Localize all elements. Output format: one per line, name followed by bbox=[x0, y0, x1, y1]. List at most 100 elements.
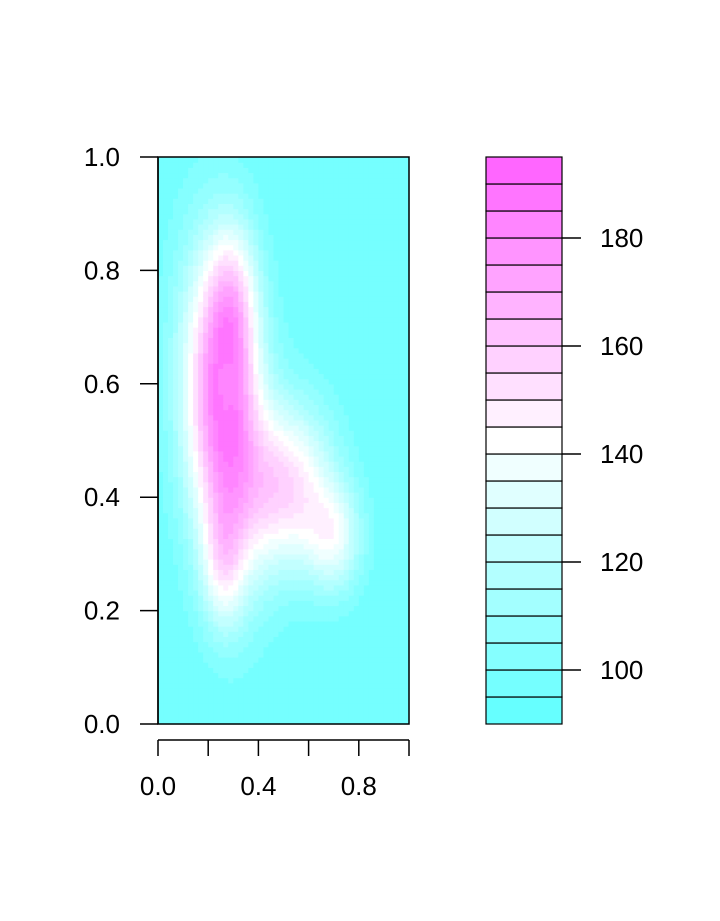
heatmap-cell bbox=[378, 533, 385, 540]
heatmap-cell bbox=[318, 193, 325, 199]
heatmap-cell bbox=[243, 667, 249, 674]
heatmap-cell bbox=[373, 327, 380, 333]
heatmap-cell bbox=[308, 569, 315, 576]
heatmap-cell bbox=[183, 193, 189, 199]
heatmap-cell bbox=[293, 662, 300, 668]
heatmap-cell bbox=[303, 641, 310, 648]
heatmap-cell bbox=[363, 425, 370, 431]
heatmap-cell bbox=[228, 507, 234, 514]
heatmap-cell bbox=[358, 388, 365, 395]
heatmap-cell bbox=[223, 270, 229, 277]
heatmap-cell bbox=[363, 564, 370, 570]
heatmap-cell bbox=[178, 693, 184, 699]
heatmap-cell bbox=[303, 177, 310, 184]
heatmap-cell bbox=[298, 229, 305, 235]
heatmap-cell bbox=[223, 337, 229, 344]
heatmap-cell bbox=[258, 481, 265, 488]
heatmap-cell bbox=[158, 569, 164, 576]
heatmap-cell bbox=[263, 394, 270, 400]
heatmap-cell bbox=[243, 270, 249, 277]
heatmap-cell bbox=[188, 672, 194, 679]
heatmap-cell bbox=[308, 332, 315, 338]
heatmap-cell bbox=[313, 574, 320, 581]
heatmap-cell bbox=[203, 430, 209, 436]
heatmap-cell bbox=[218, 229, 224, 235]
heatmap-cell bbox=[188, 383, 194, 390]
heatmap-cell bbox=[358, 383, 365, 390]
heatmap-cell bbox=[358, 548, 365, 555]
heatmap-cell bbox=[298, 378, 305, 385]
heatmap-cell bbox=[208, 466, 214, 473]
heatmap-cell bbox=[188, 332, 194, 338]
heatmap-cell bbox=[163, 672, 169, 679]
heatmap-cell bbox=[258, 538, 265, 545]
heatmap-cell bbox=[238, 440, 244, 447]
heatmap-cell bbox=[338, 327, 345, 333]
heatmap-cell bbox=[173, 646, 179, 653]
heatmap-cell bbox=[168, 656, 174, 663]
heatmap-cell bbox=[323, 229, 330, 235]
heatmap-cell bbox=[313, 538, 320, 545]
heatmap-cell bbox=[308, 213, 315, 220]
heatmap-cell bbox=[278, 187, 285, 194]
heatmap-cell bbox=[373, 425, 380, 431]
heatmap-cell bbox=[258, 620, 265, 627]
heatmap-cell bbox=[198, 486, 204, 493]
heatmap-cell bbox=[283, 404, 290, 411]
heatmap-cell bbox=[233, 306, 239, 313]
heatmap-cell bbox=[298, 373, 305, 380]
heatmap-cell bbox=[203, 646, 209, 653]
heatmap-cell bbox=[163, 378, 169, 385]
heatmap-cell bbox=[293, 584, 300, 591]
heatmap-cell bbox=[263, 383, 270, 390]
heatmap-cell bbox=[193, 461, 199, 467]
heatmap-cell bbox=[233, 249, 239, 256]
heatmap-cell bbox=[383, 559, 390, 565]
heatmap-cell bbox=[178, 579, 184, 586]
heatmap-cell bbox=[283, 275, 290, 282]
heatmap-cell bbox=[333, 693, 340, 699]
heatmap-cell bbox=[343, 358, 350, 364]
heatmap-cell bbox=[198, 208, 204, 215]
heatmap-cell bbox=[303, 213, 310, 220]
heatmap-cell bbox=[288, 605, 295, 612]
heatmap-cell bbox=[273, 275, 280, 282]
heatmap-cell bbox=[218, 203, 224, 210]
heatmap-cell bbox=[213, 425, 219, 431]
heatmap-cell bbox=[358, 311, 365, 318]
heatmap-cell bbox=[248, 208, 254, 215]
heatmap-cell bbox=[318, 342, 325, 349]
heatmap-cell bbox=[268, 687, 275, 694]
heatmap-cell bbox=[273, 641, 280, 648]
heatmap-cell bbox=[203, 589, 209, 596]
heatmap-cell bbox=[218, 651, 224, 658]
heatmap-cell bbox=[248, 646, 254, 653]
heatmap-cell bbox=[183, 662, 189, 668]
heatmap-cell bbox=[183, 620, 189, 627]
heatmap-cell bbox=[178, 383, 184, 390]
heatmap-cell bbox=[283, 316, 290, 323]
heatmap-cell bbox=[363, 285, 370, 292]
heatmap-cell bbox=[378, 249, 385, 256]
heatmap-cell bbox=[283, 636, 290, 643]
heatmap-cell bbox=[158, 368, 164, 375]
heatmap-cell bbox=[258, 342, 265, 349]
heatmap-cell bbox=[258, 414, 265, 421]
heatmap-cell bbox=[338, 296, 345, 302]
heatmap-cell bbox=[378, 229, 385, 235]
heatmap-cell bbox=[198, 687, 204, 694]
heatmap-cell bbox=[238, 512, 244, 519]
heatmap-cell bbox=[198, 419, 204, 426]
heatmap-cell bbox=[228, 677, 234, 684]
heatmap-cell bbox=[338, 641, 345, 648]
heatmap-cell bbox=[348, 172, 355, 179]
heatmap-cell bbox=[178, 280, 184, 287]
heatmap-cell bbox=[293, 291, 300, 297]
heatmap-cell bbox=[163, 486, 169, 493]
heatmap-cell bbox=[363, 234, 370, 241]
heatmap-cell bbox=[368, 316, 375, 323]
heatmap-cell bbox=[273, 574, 280, 581]
heatmap-cell bbox=[243, 564, 249, 570]
heatmap-cell bbox=[208, 213, 214, 220]
heatmap-cell bbox=[243, 182, 249, 189]
